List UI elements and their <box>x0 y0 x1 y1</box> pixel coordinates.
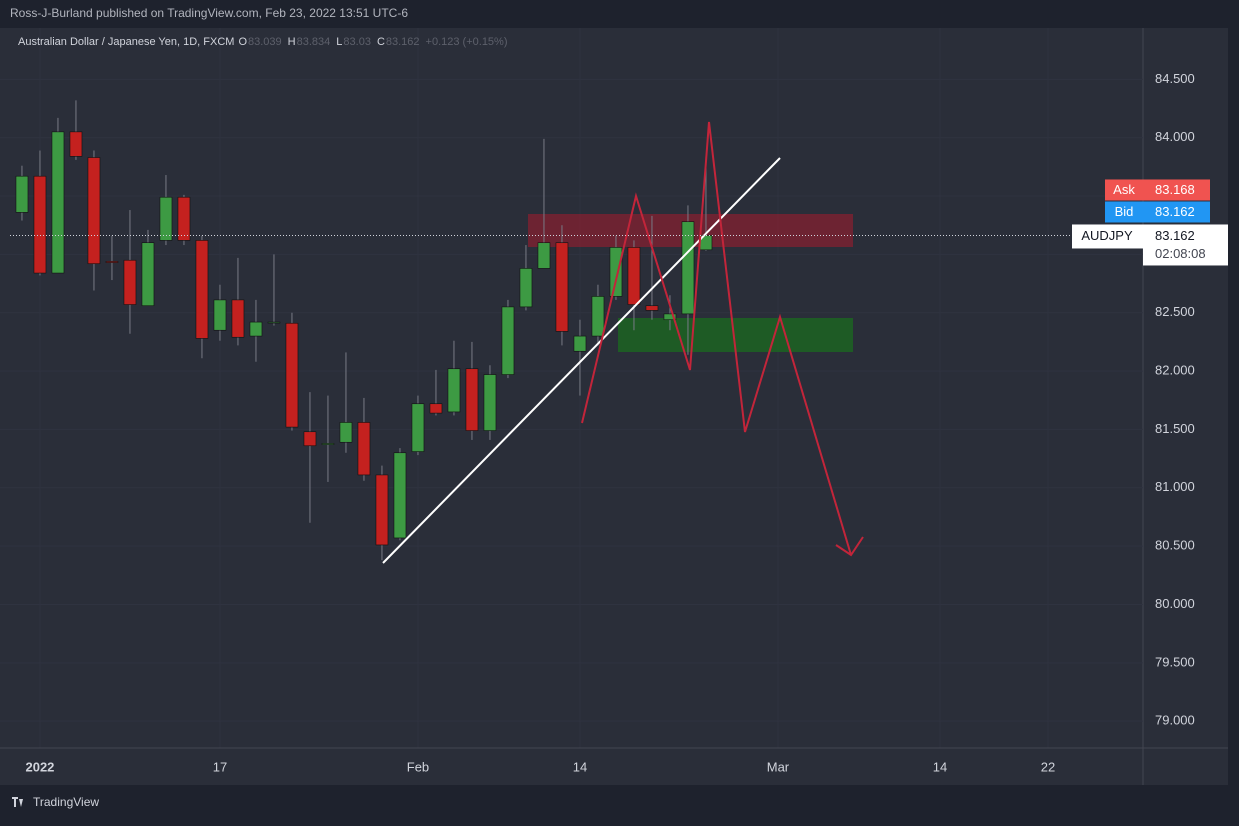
candles <box>15 100 713 561</box>
candle-body <box>141 242 155 307</box>
candle-body <box>519 268 533 308</box>
x-tick-label: 14 <box>933 759 947 774</box>
candle-body <box>321 443 335 445</box>
candle-body <box>357 422 371 476</box>
candle-body <box>627 247 641 305</box>
bid-value-bg <box>1143 201 1210 223</box>
candle-body <box>411 403 425 452</box>
legend-text: 83.162 <box>386 36 420 48</box>
legend-text: Australian Dollar / Japanese Yen, 1D, FX… <box>18 36 234 48</box>
x-tick-label: 14 <box>573 759 587 774</box>
bid-label-bg <box>1105 201 1143 223</box>
candle-body <box>483 374 497 431</box>
candle-body <box>105 261 119 263</box>
ask-label: Ask <box>1113 182 1135 197</box>
candle-body <box>285 322 299 428</box>
y-tick-label: 79.500 <box>1155 654 1195 669</box>
candle-body <box>231 299 245 338</box>
grid <box>0 28 1143 748</box>
candle-body <box>195 240 209 339</box>
candle-body <box>339 422 353 443</box>
y-tick-label: 80.000 <box>1155 596 1195 611</box>
candle-body <box>465 368 479 431</box>
ask-label-bg <box>1105 179 1143 201</box>
projection-arrowhead <box>835 536 864 557</box>
candle-body <box>33 175 47 274</box>
projection-path <box>581 121 852 556</box>
candle-body <box>375 474 389 546</box>
x-tick-label: Feb <box>407 759 429 774</box>
candle-body <box>591 296 605 337</box>
legend-text: +0.123 (+0.15%) <box>426 36 508 48</box>
legend-text: C <box>377 36 385 48</box>
candle-body <box>15 175 29 213</box>
legend: Australian Dollar / Japanese Yen, 1D, FX… <box>18 36 508 48</box>
x-tick-label: 2022 <box>25 759 54 774</box>
y-tick-label: 81.500 <box>1155 421 1195 436</box>
candle-body <box>123 259 137 305</box>
candle-body <box>555 242 569 332</box>
y-tick-label: 84.500 <box>1155 71 1195 86</box>
y-tick-label: 82.000 <box>1155 363 1195 378</box>
candle-body <box>645 305 659 311</box>
candle-body <box>51 131 65 274</box>
y-tick-label: 81.000 <box>1155 479 1195 494</box>
candle-body <box>249 321 263 337</box>
candle-body <box>681 221 695 315</box>
trendline <box>382 157 781 564</box>
footer: TradingView <box>33 795 99 809</box>
candle-body <box>267 321 281 324</box>
candle-body <box>447 368 461 413</box>
symbol-bg <box>1072 224 1143 249</box>
legend-text: L <box>336 36 342 48</box>
x-tick-label: Mar <box>767 759 790 774</box>
bid-value: 83.162 <box>1155 204 1195 219</box>
candle-body <box>609 247 623 297</box>
legend-text: 83.03 <box>343 36 371 48</box>
candle-body <box>663 313 677 321</box>
symbol: AUDJPY <box>1081 228 1133 243</box>
candle-body <box>393 452 407 539</box>
candle-body <box>87 157 101 265</box>
countdown: 02:08:08 <box>1155 246 1206 261</box>
candle-body <box>537 242 551 269</box>
last-price: 83.162 <box>1155 228 1195 243</box>
y-tick-label: 79.000 <box>1155 713 1195 728</box>
ask-value: 83.168 <box>1155 182 1195 197</box>
candle-body <box>213 299 227 331</box>
candle-body <box>303 431 317 447</box>
y-tick-label: 84.000 <box>1155 129 1195 144</box>
x-tick-label: 22 <box>1041 759 1055 774</box>
legend-text: H <box>288 36 296 48</box>
candle-body <box>501 306 515 375</box>
logo <box>12 797 23 807</box>
ask-value-bg <box>1143 179 1210 201</box>
last-price-bg <box>1143 224 1228 266</box>
candle-body <box>69 131 83 157</box>
candle-body <box>159 196 173 241</box>
y-tick-label: 82.500 <box>1155 304 1195 319</box>
bid-label: Bid <box>1115 204 1134 219</box>
legend-text: 83.834 <box>297 36 331 48</box>
candle-body <box>429 403 443 414</box>
x-tick-label: 17 <box>213 759 227 774</box>
legend-text: 83.039 <box>248 36 282 48</box>
publisher: Ross-J-Burland published on TradingView.… <box>10 6 408 20</box>
candle-body <box>177 196 191 241</box>
legend-text: O <box>238 36 247 48</box>
y-tick-label: 80.500 <box>1155 538 1195 553</box>
chart-pane <box>0 28 1228 785</box>
candle-body <box>573 335 587 352</box>
